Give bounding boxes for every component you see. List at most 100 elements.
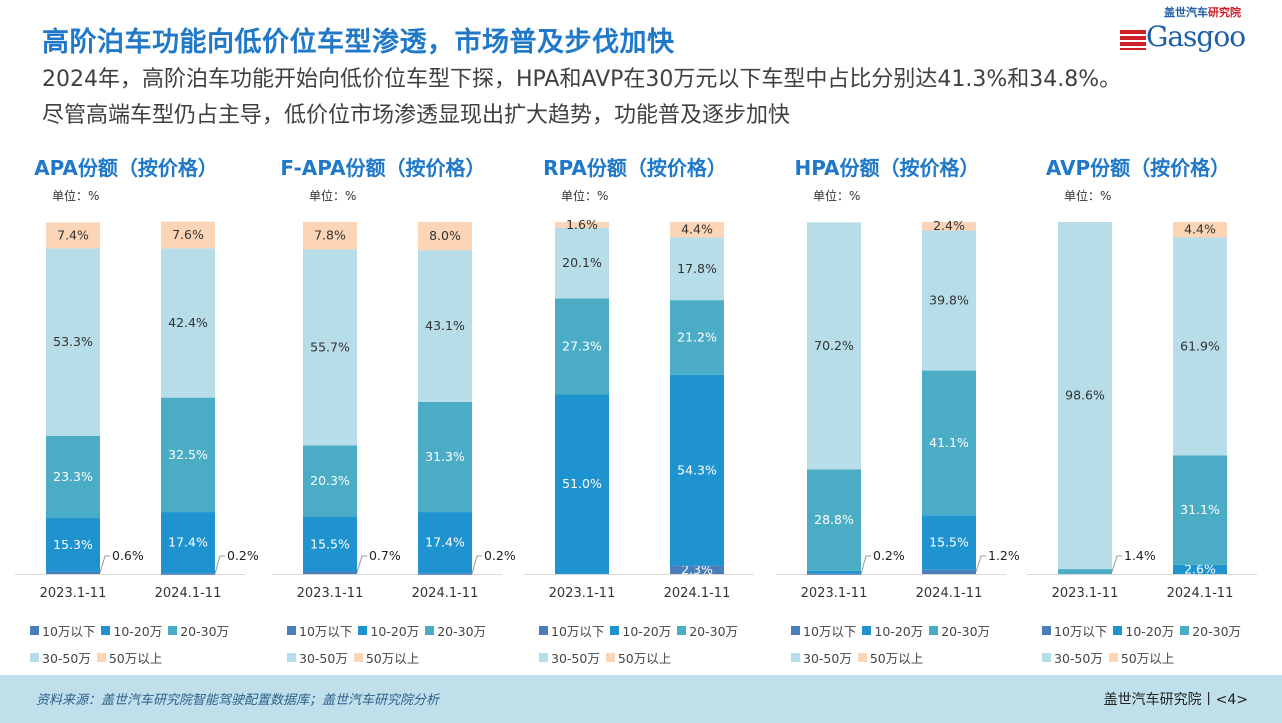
legend-swatch (791, 626, 800, 635)
legend-swatch (539, 626, 548, 635)
legend-item: 20-30万 (1180, 617, 1241, 644)
bar-segment-10-20万 (418, 512, 472, 574)
bar-segment-50万以上 (161, 221, 215, 249)
category-label: 2024.1-11 (411, 586, 479, 601)
chart-title: RPA份额（按价格） (543, 156, 727, 180)
bar-segment-10-20万 (922, 515, 976, 570)
page-title: 高阶泊车功能向低价位车型渗透，市场普及步伐加快 (42, 27, 675, 58)
category-label: 2024.1-11 (154, 586, 222, 601)
legend-label: 30-50万 (551, 651, 600, 666)
stacked-bar-chart: 51.0%27.3%20.1%1.6%2.3%54.3%21.2%17.8%4.… (524, 217, 754, 577)
data-label: 0.2% (873, 548, 905, 563)
data-label: 7.8% (314, 228, 346, 243)
legend: 10万以下 10-20万 20-30万 30-50万 50万以上 (30, 617, 252, 671)
data-label: 27.3% (562, 338, 602, 353)
leader-line (975, 555, 986, 573)
legend-item: 50万以上 (605, 644, 672, 671)
unit-label: 单位：% (52, 189, 100, 203)
bar-segment-30-50万 (1058, 222, 1112, 570)
chart-panel: APA份额（按价格） 单位：% 0.6% 15.3% 23.3% 53.3% 7.4% 0.… (0, 140, 259, 671)
data-label: 17.8% (677, 261, 717, 276)
legend-swatch (1180, 626, 1190, 635)
legend-item: 30-50万 (1042, 644, 1103, 671)
legend-item: 10-20万 (101, 617, 162, 644)
leader-line (471, 555, 482, 574)
data-label: 43.1% (425, 318, 465, 333)
legend-label: 20-30万 (941, 624, 991, 639)
data-label: 15.5% (310, 536, 350, 551)
data-label: 4.4% (1184, 222, 1216, 237)
legend-item: 10万以下 (30, 617, 95, 644)
leader-line (860, 555, 871, 574)
category-label: 2024.1-11 (663, 586, 731, 601)
legend-swatch (677, 626, 687, 635)
legend-swatch (1108, 653, 1118, 662)
legend-swatch (929, 626, 939, 635)
bar-segment-10万以下 (161, 573, 215, 575)
legend-swatch (30, 626, 39, 635)
legend-label: 20-30万 (437, 624, 487, 639)
legend-swatch (857, 653, 867, 662)
bar-segment-50万以上 (922, 222, 976, 231)
data-label: 42.4% (168, 315, 208, 330)
legend-swatch (425, 626, 435, 635)
chart-panel: RPA份额（按价格） 单位：% 51.0% 27.3% 20.1% 1.6% 2.3% 54… (509, 140, 761, 670)
legend-label: 50万以上 (617, 651, 672, 666)
data-label: 20.1% (562, 255, 602, 270)
data-label: 98.6% (1065, 388, 1105, 403)
bar-segment-10万以下 (670, 565, 724, 574)
bar-segment-50万以上 (555, 222, 609, 228)
legend-swatch (539, 653, 548, 662)
legend-swatch (1042, 626, 1051, 635)
data-label: 1.2% (988, 548, 1020, 563)
chart-panel: HPA份额（按价格） 单位：%0.2%0.7%28.8%70.2%1.2%15.… (761, 140, 1020, 671)
legend-item: 10-20万 (1113, 617, 1174, 644)
stacked-bar-chart: 0.7% 15.5% 20.3% 55.7% 7.8% 0.2% 17.4% 31.3% 43.… (272, 222, 516, 575)
bar-segment-30-50万 (1173, 237, 1227, 456)
data-label: 7.4% (57, 227, 89, 242)
legend-label: 50万以上 (108, 651, 163, 666)
category-label: 2023.1-11 (800, 586, 868, 601)
legend-swatch (1042, 653, 1051, 662)
data-label: 4.4% (681, 222, 713, 237)
category-label: 2024.1-11 (1166, 586, 1234, 601)
bar-segment-20-30万 (807, 469, 861, 571)
data-label: 55.7% (310, 339, 350, 354)
bar-segment-30-50万 (418, 250, 472, 402)
source-note: 资料来源：盖世汽车研究院智能驾驶配置数据库；盖世汽车研究院分析 (36, 693, 440, 708)
legend-label: 20-30万 (1192, 624, 1242, 639)
category-label: 2023.1-11 (1051, 586, 1119, 601)
data-label: 51.0% (562, 476, 602, 491)
legend-label: 10-20万 (874, 624, 924, 639)
bar-segment-10-20万 (807, 570, 861, 574)
category-label: 2023.1-11 (39, 586, 107, 601)
legend-item: 50万以上 (96, 644, 163, 671)
legend-swatch (358, 626, 368, 635)
bar-segment-10-20万 (46, 518, 100, 572)
data-label: 17.4% (425, 535, 465, 550)
legend-label: 30-50万 (1054, 651, 1103, 666)
legend-swatch (1113, 626, 1123, 635)
legend-label: 10-20万 (370, 624, 420, 639)
legend-label: 20-30万 (689, 624, 739, 639)
data-label: 1.6% (566, 217, 598, 232)
stacked-bar-chart: 1.4% 98.6% 2.6% 31.1% 61.9% 4.4% (1027, 222, 1257, 576)
legend-item: 20-30万 (168, 617, 229, 644)
legend-item: 10-20万 (358, 617, 419, 644)
data-label: 7.6% (172, 227, 204, 242)
legend-swatch (610, 626, 620, 635)
subtitle-line-2: 尽管高端车型仍占主导，低价位市场渗透显现出扩大趋势，功能普及逐步加快 (42, 103, 791, 128)
legend-label: 10-20万 (1125, 624, 1175, 639)
legend-item: 30-50万 (791, 644, 852, 671)
data-label: 61.9% (1180, 338, 1220, 353)
legend-item: 50万以上 (857, 644, 924, 671)
data-label: 21.2% (677, 329, 717, 344)
bar-segment-20-30万 (303, 445, 357, 517)
bar-segment-20-30万 (670, 300, 724, 375)
legend-swatch (791, 653, 800, 662)
bar-segment-50万以上 (670, 222, 724, 238)
legend-label: 50万以上 (869, 651, 924, 666)
legend-item: 50万以上 (353, 644, 419, 671)
chart-title: AVP份额（按价格） (1045, 156, 1231, 180)
legend-label: 10万以下 (42, 624, 96, 639)
